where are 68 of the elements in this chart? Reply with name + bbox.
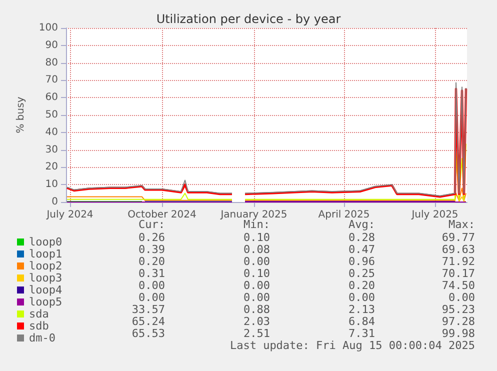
text: 65.24 — [132, 315, 166, 328]
text: 0.26 — [138, 231, 165, 244]
text: Min: — [244, 218, 270, 231]
text: 0.08 — [244, 243, 270, 256]
text: 0.20 — [348, 279, 375, 292]
legend-label: loop1 — [29, 248, 62, 260]
text: 0.00 — [448, 291, 475, 304]
y-tick-label: 50 — [45, 110, 58, 120]
y-tick-label: 0 — [52, 196, 58, 208]
text: 69.63 — [442, 243, 475, 256]
text: 0.00 — [244, 291, 270, 304]
text: 7.31 — [348, 327, 375, 340]
text: 0.10 — [244, 267, 270, 280]
text: 97.28 — [442, 315, 475, 328]
text: 6.84 — [348, 315, 376, 328]
x-tick-label: January 2025 — [220, 210, 288, 220]
x-tick-label: July 2024 — [46, 210, 94, 220]
legend-label: dm-0 — [29, 332, 56, 344]
y-axis-title: % busy — [16, 96, 26, 134]
text: 69.77 — [442, 231, 475, 244]
text: 0.00 — [138, 279, 165, 292]
legend-label: loop2 — [29, 260, 62, 272]
text: 0.00 — [244, 279, 270, 292]
legend-label: loop0 — [29, 236, 62, 248]
x-tick-label: April 2025 — [318, 210, 370, 220]
legend-label: loop3 — [29, 272, 62, 284]
legend-label: loop4 — [29, 284, 62, 296]
y-tick-label: 20 — [45, 162, 58, 173]
text: 0.28 — [348, 231, 375, 244]
x-tick-label: October 2024 — [128, 210, 196, 220]
chart-title: Utilization per device - by year — [156, 12, 341, 26]
text: Max: — [448, 218, 475, 231]
text: 2.03 — [244, 315, 270, 328]
y-tick-label: 90 — [45, 40, 58, 51]
text: 2.51 — [244, 327, 270, 340]
x-tick-label: July 2025 — [410, 210, 458, 220]
legend-label: sda — [29, 308, 49, 320]
y-tick-label: 40 — [45, 126, 58, 138]
text: 0.39 — [138, 243, 165, 256]
text: 65.53 — [132, 327, 165, 340]
y-tick-label: 60 — [45, 92, 58, 104]
y-tick-label: 70 — [45, 74, 58, 86]
text: 2.13 — [348, 303, 375, 316]
text: Avg: — [348, 218, 375, 231]
text: 0.20 — [138, 255, 165, 268]
text: Last update: Fri Aug 15 00:00:04 2025 — [230, 339, 475, 352]
text: 33.57 — [132, 303, 165, 316]
text: 0.00 — [244, 255, 270, 268]
text: 70.17 — [442, 267, 475, 280]
text: 0.10 — [244, 231, 270, 244]
y-tick-label: 100 — [38, 22, 58, 34]
text: 95.23 — [442, 303, 475, 316]
text: 0.00 — [348, 291, 375, 304]
text: 0.31 — [138, 267, 165, 280]
y-tick-label: 30 — [45, 144, 58, 156]
text: 0.47 — [348, 243, 375, 256]
y-tick-label: 80 — [45, 57, 58, 68]
text: 74.50 — [442, 279, 475, 292]
legend-label: loop5 — [29, 296, 62, 308]
text: 99.98 — [442, 327, 475, 340]
text: Cur: — [138, 218, 165, 231]
y-tick-label: 10 — [45, 179, 58, 190]
legend-label: sdb — [29, 320, 49, 332]
text: 0.88 — [244, 303, 270, 316]
text: 0.00 — [138, 291, 165, 304]
text: 71.92 — [442, 255, 475, 268]
text: 0.25 — [348, 267, 375, 280]
text: 0.96 — [348, 255, 375, 268]
